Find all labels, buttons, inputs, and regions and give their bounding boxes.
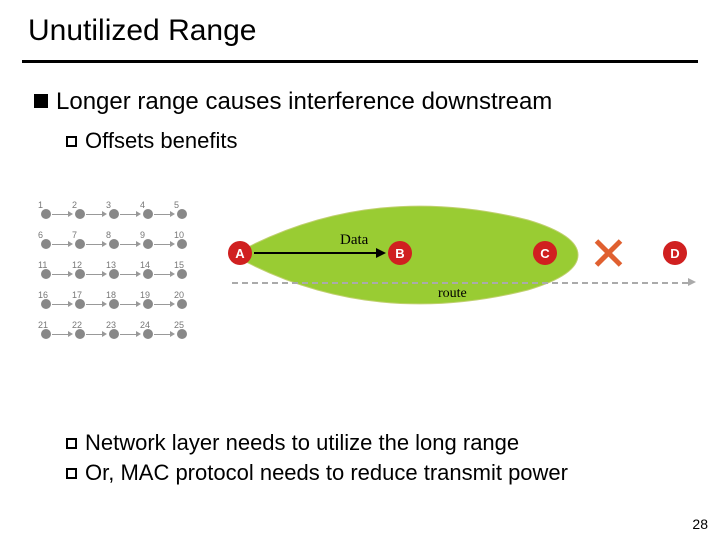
grid-label: 9 [140,230,145,240]
grid-label: 8 [106,230,111,240]
grid-node [177,299,187,309]
grid-label: 7 [72,230,77,240]
grid-edge-arrowhead [136,241,141,247]
grid-node [75,209,85,219]
grid-node [143,299,153,309]
grid-node [177,329,187,339]
grid-edge-arrowhead [68,211,73,217]
grid-edge-arrowhead [68,331,73,337]
grid-edge-arrowhead [170,301,175,307]
grid-node [41,329,51,339]
grid-edge-arrowhead [102,301,107,307]
grid-edge-arrowhead [136,271,141,277]
grid-edge-arrowhead [102,331,107,337]
grid-edge-arrowhead [68,271,73,277]
grid-edge-arrowhead [170,331,175,337]
grid-node [41,209,51,219]
grid-edge-arrowhead [136,301,141,307]
grid-label: 3 [106,200,111,210]
grid-label: 2 [72,200,77,210]
grid-node [177,209,187,219]
grid-label: 4 [140,200,145,210]
bullet-3-text: Network layer needs to utilize the long … [85,430,519,455]
node-a: A [228,241,252,265]
grid-edge-arrowhead [170,271,175,277]
grid-node [143,209,153,219]
node-c: C [533,241,557,265]
grid-node [109,209,119,219]
node-b: B [388,241,412,265]
bullet-4-text: Or, MAC protocol needs to reduce transmi… [85,460,568,485]
data-label: Data [340,232,368,249]
route-arrowhead [688,278,696,286]
grid-edge-arrowhead [136,211,141,217]
title-rule [22,60,698,63]
bullet-3: Network layer needs to utilize the long … [66,430,519,456]
grid-node [109,269,119,279]
grid-node [143,329,153,339]
grid-node [75,239,85,249]
grid-label: 5 [174,200,179,210]
bullet-2-text: Offsets benefits [85,128,237,153]
route-label: route [438,286,467,302]
grid-node [75,329,85,339]
node-a-label: A [235,246,244,261]
grid-node [75,269,85,279]
grid-edge-arrowhead [136,331,141,337]
bullet-1: Longer range causes interference downstr… [34,88,552,116]
bullet-1-text: Longer range causes interference downstr… [56,88,552,115]
grid-edge-arrowhead [102,211,107,217]
bullet-2: Offsets benefits [66,128,237,154]
slide-title: Unutilized Range [28,14,256,48]
bullet-marker [66,438,77,449]
grid-node [143,239,153,249]
grid-node [75,299,85,309]
collision-cross-icon [593,238,623,268]
node-b-label: B [395,246,404,261]
grid-edge-arrowhead [102,271,107,277]
grid-node [143,269,153,279]
grid-node [109,329,119,339]
bullet-marker [34,94,48,108]
route-diagram: A B C D Data route [228,190,708,360]
node-c-label: C [540,246,549,261]
grid-edge-arrowhead [170,211,175,217]
grid-node [177,269,187,279]
grid-node [41,239,51,249]
page-number: 28 [692,516,708,532]
route-line [232,282,688,284]
node-d-label: D [670,246,679,261]
grid-edge-arrowhead [170,241,175,247]
grid-node [109,299,119,309]
grid-edge-arrowhead [68,241,73,247]
grid-node [109,239,119,249]
node-d: D [663,241,687,265]
grid-node [41,299,51,309]
grid-edge-arrowhead [102,241,107,247]
grid-node [177,239,187,249]
diagram: 1234567891011121314151617181920212223242… [28,190,698,380]
grid-label: 1 [38,200,43,210]
bullet-marker [66,136,77,147]
bullet-marker [66,468,77,479]
grid-network: 1234567891011121314151617181920212223242… [28,200,203,350]
grid-label: 6 [38,230,43,240]
data-arrow [254,252,376,254]
grid-node [41,269,51,279]
grid-edge-arrowhead [68,301,73,307]
data-arrowhead [376,248,386,258]
bullet-4: Or, MAC protocol needs to reduce transmi… [66,460,568,486]
